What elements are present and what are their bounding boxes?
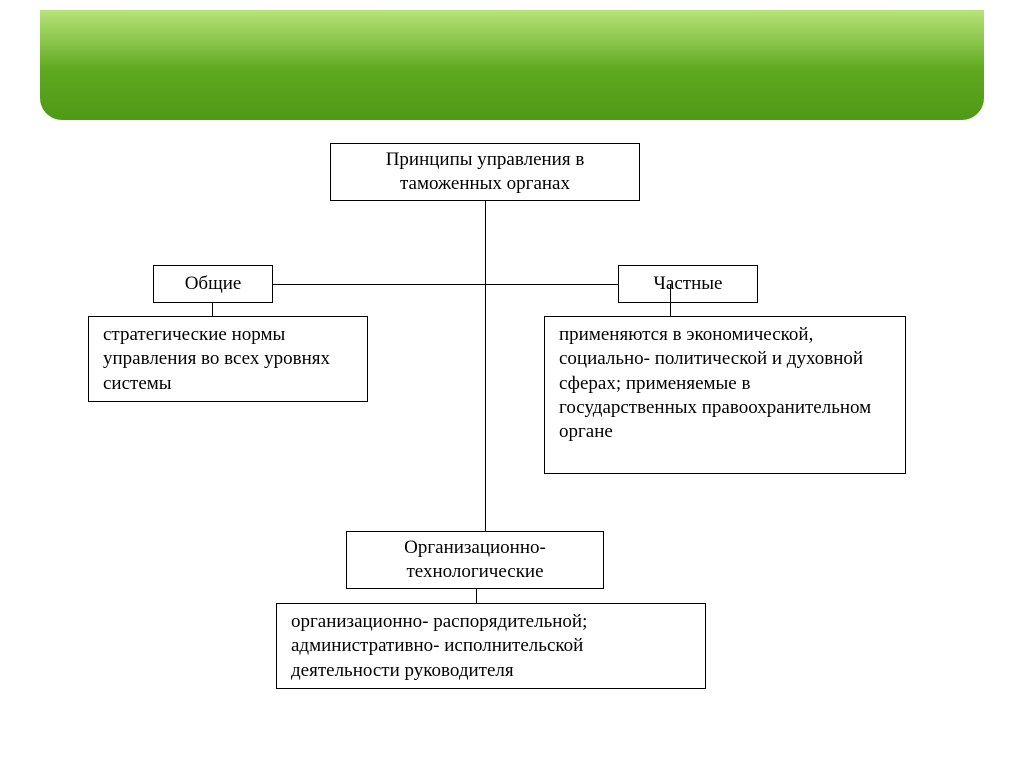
node-left-title: Общие xyxy=(153,265,273,303)
node-root-label: Принципы управления втаможенных органах xyxy=(386,149,585,194)
node-right-title: Частные xyxy=(618,265,758,303)
node-right-title-label: Частные xyxy=(654,273,723,294)
slide-canvas: Принципы управления втаможенных органах … xyxy=(0,0,1024,767)
connector xyxy=(272,284,672,285)
node-root: Принципы управления втаможенных органах xyxy=(330,143,640,201)
node-center-desc: организационно- распорядительной; админи… xyxy=(276,603,706,689)
node-left-desc-text: стратегические нормы управления во всех … xyxy=(103,324,330,394)
node-left-desc: стратегические нормы управления во всех … xyxy=(88,316,368,402)
node-right-desc: применяются в экономической, социально- … xyxy=(544,316,906,474)
node-right-desc-text: применяются в экономической, социально- … xyxy=(559,324,871,442)
connector xyxy=(212,303,213,316)
node-center-desc-text: организационно- распорядительной; админи… xyxy=(291,611,587,681)
node-center-title-label: Организационно- технологические xyxy=(404,537,546,582)
node-left-title-label: Общие xyxy=(185,273,242,294)
node-center-title: Организационно- технологические xyxy=(346,531,604,589)
connector xyxy=(476,589,477,603)
header-banner xyxy=(40,10,984,120)
connector xyxy=(485,201,486,531)
connector xyxy=(670,284,671,316)
